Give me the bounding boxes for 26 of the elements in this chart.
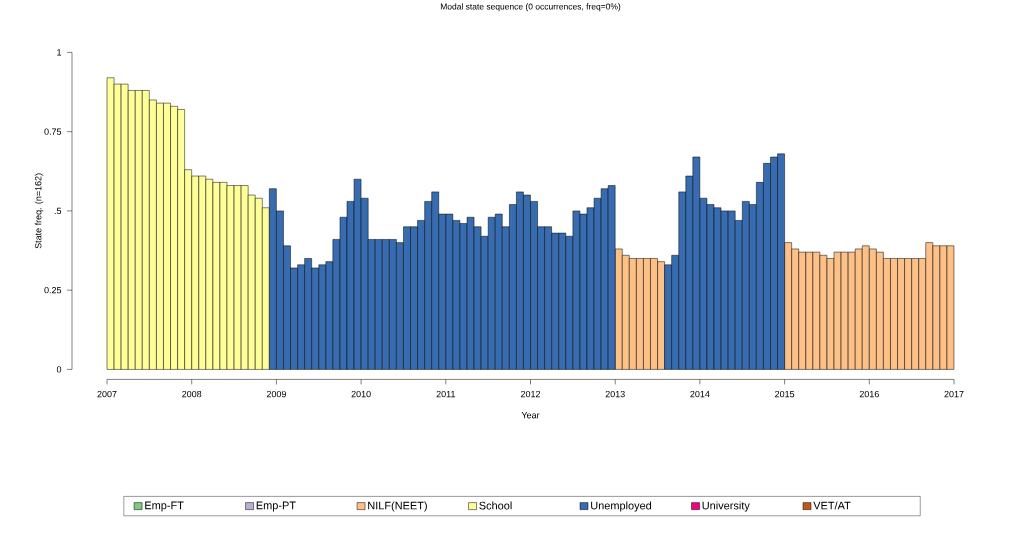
x-tick-label: 2008 (182, 390, 202, 398)
y-axis-title: State freq. (n=162) (34, 173, 44, 249)
y-tick-label: 0 (56, 366, 62, 373)
legend-label: Unemployed (591, 501, 652, 512)
legend-label: Emp-PT (256, 501, 296, 512)
x-tick-label: 2009 (266, 390, 286, 398)
x-tick-label: 2013 (605, 390, 625, 398)
y-tick-label: 0.75 (44, 128, 62, 135)
x-tick-label: 2010 (351, 390, 371, 398)
legend-label: NILF(NEET) (368, 501, 427, 512)
legend-label: School (479, 501, 512, 510)
legend-label: VET/AT (813, 501, 851, 510)
x-tick-label: 2007 (97, 390, 117, 398)
y-tick-label: .5 (54, 207, 62, 214)
x-tick-label: 2014 (690, 390, 710, 398)
legend-label: Emp-FT (145, 501, 184, 512)
x-tick-label: 2017 (944, 390, 964, 398)
x-tick-label: 2012 (520, 390, 541, 398)
x-tick-label: 2015 (775, 390, 795, 398)
y-tick-label: 0.25 (44, 286, 62, 294)
x-axis-title: Year (521, 411, 540, 419)
y-tick-label: 1 (57, 49, 62, 56)
legend-label: University (702, 501, 750, 512)
chart-title: Modal state sequence (0 occurrences, freq=0%) (440, 3, 621, 11)
x-tick-label: 2011 (436, 390, 455, 398)
x-tick-label: 2016 (859, 390, 879, 398)
